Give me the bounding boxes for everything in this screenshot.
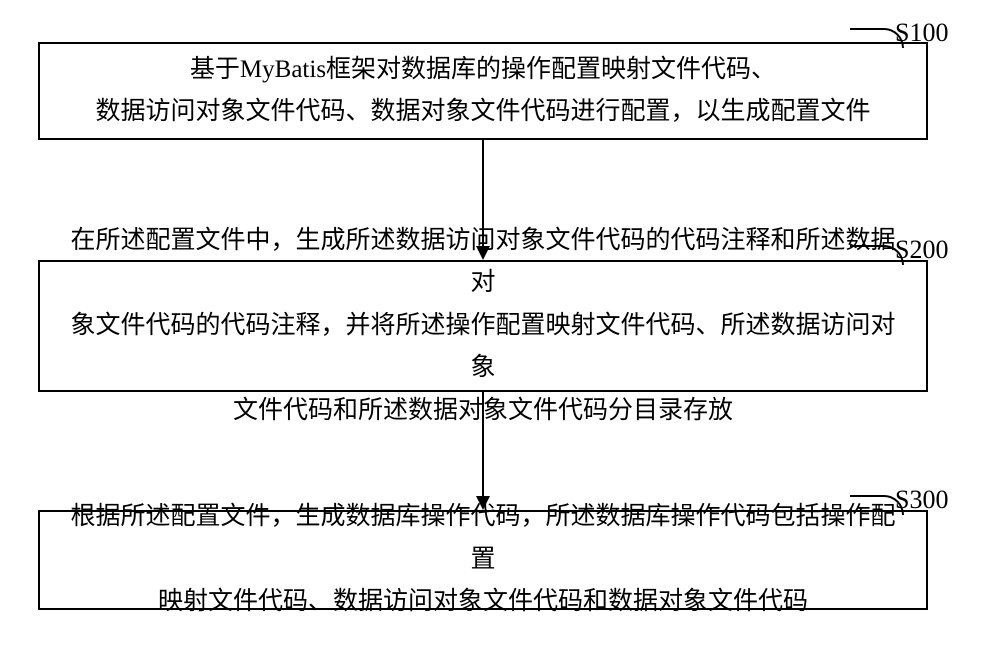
step-s100-label: S100 [895,18,948,48]
step-s300-text: 根据所述配置文件，生成数据库操作代码，所述数据库操作代码包括操作配置 映射文件代… [60,496,906,624]
step-s100-text: 基于MyBatis框架对数据库的操作配置映射文件代码、 数据访问对象文件代码、数… [95,49,870,134]
step-s100-box: 基于MyBatis框架对数据库的操作配置映射文件代码、 数据访问对象文件代码、数… [38,42,928,140]
arrow-s200-to-s300 [463,392,503,510]
step-s200-label: S200 [895,235,948,265]
step-s300-label: S300 [895,485,948,515]
step-s200-box: 在所述配置文件中，生成所述数据访问对象文件代码的代码注释和所述数据对 象文件代码… [38,260,928,392]
flowchart-canvas: 基于MyBatis框架对数据库的操作配置映射文件代码、 数据访问对象文件代码、数… [0,0,1000,652]
step-s300-box: 根据所述配置文件，生成数据库操作代码，所述数据库操作代码包括操作配置 映射文件代… [38,510,928,610]
